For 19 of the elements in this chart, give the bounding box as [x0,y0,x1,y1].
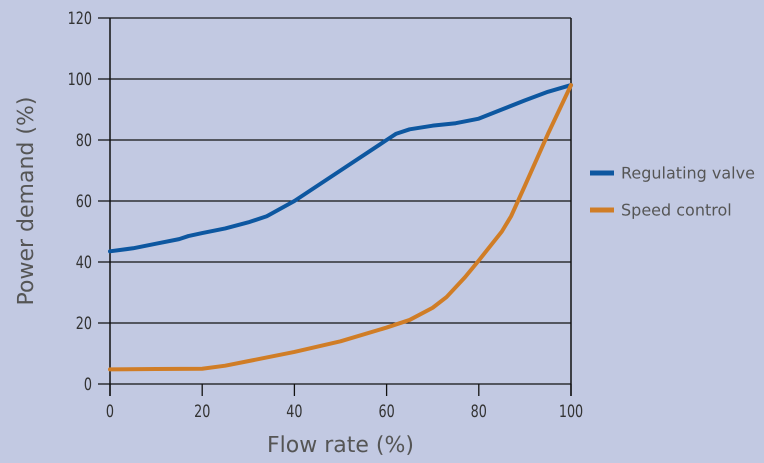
x-tick-label: 0 [106,401,114,422]
y-tick-label: 20 [76,313,92,334]
x-tick-label: 20 [194,401,210,422]
x-tick-label: 100 [558,401,584,422]
y-axis-title: Power demand (%) [14,96,39,306]
y-tick-label: 60 [76,191,92,212]
legend-label: Regulating valve [621,164,755,183]
line-series [108,83,573,372]
x-axis-title: Flow rate (%) [267,433,414,458]
legend-label: Speed control [621,200,732,220]
line-series [108,83,573,254]
y-tick-label: 120 [68,8,92,28]
y-tick-label: 40 [76,252,92,272]
y-tick-label: 100 [68,69,92,90]
y-tick-label: 0 [84,374,92,394]
y-tick-label: 80 [76,130,92,150]
x-tick-label: 40 [286,401,303,422]
x-tick-label: 60 [378,401,395,422]
x-tick-label: 80 [470,401,487,422]
